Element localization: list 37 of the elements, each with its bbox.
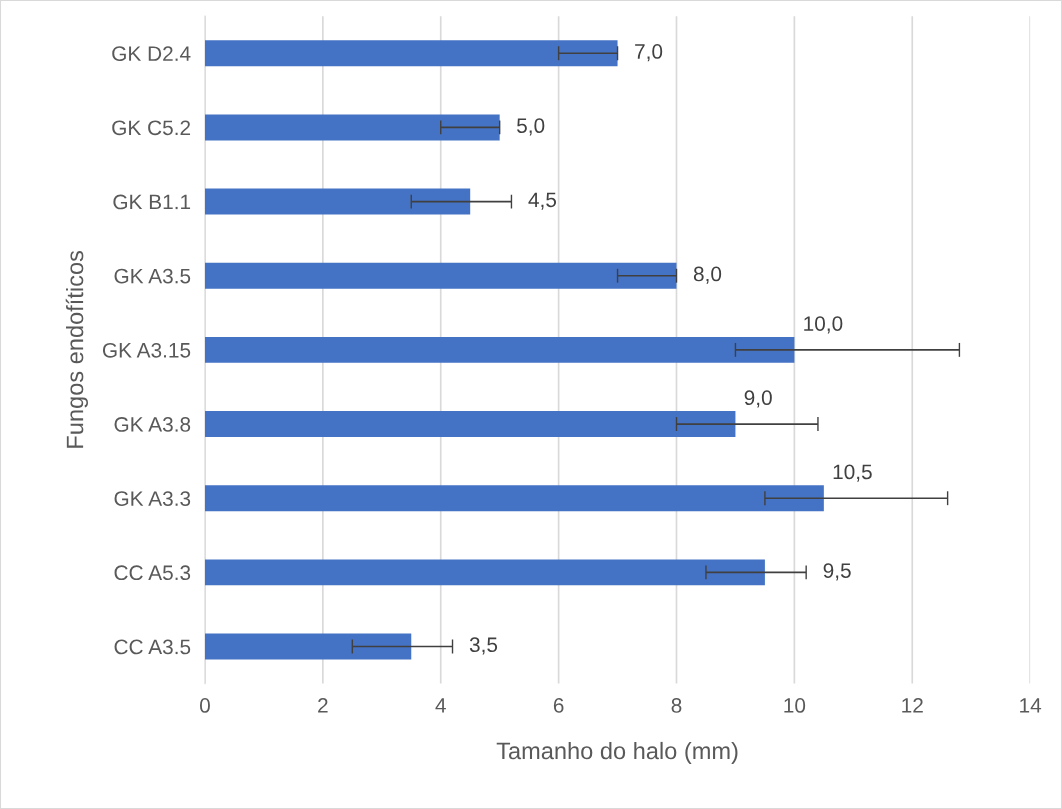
bar — [204, 262, 677, 289]
x-tick-label: 14 — [1020, 698, 1042, 713]
data-label: 9,0 — [744, 390, 772, 408]
bar — [204, 336, 795, 363]
data-label: 9,5 — [823, 563, 851, 581]
y-tick-label: GK A3.15 — [102, 342, 191, 358]
x-tick-label: 4 — [435, 698, 446, 713]
y-tick-label: CC A5.3 — [114, 565, 191, 581]
y-tick-label: GK B1.1 — [113, 194, 191, 210]
y-tick-label: CC A3.5 — [114, 639, 191, 655]
bar — [204, 411, 736, 438]
x-tick-label: 10 — [784, 698, 806, 713]
y-tick-label: GK A3.8 — [114, 417, 191, 432]
x-tick-label: 8 — [671, 698, 682, 713]
bar — [204, 188, 471, 215]
y-tick-label: GK A3.5 — [114, 268, 191, 284]
data-label: 5,0 — [517, 118, 545, 136]
y-tick-label: GK A3.3 — [114, 491, 191, 506]
x-tick-label: 6 — [553, 698, 564, 713]
bar — [204, 633, 412, 660]
bar — [204, 485, 824, 512]
y-tick-label: GK C5.2 — [112, 120, 191, 136]
bar — [204, 114, 500, 141]
x-tick-label: 2 — [318, 698, 328, 713]
y-tick-label: GK D2.4 — [112, 46, 191, 62]
data-label: 7,0 — [635, 44, 663, 62]
data-label: 8,0 — [693, 266, 722, 284]
x-tick-label: 0 — [199, 698, 210, 713]
x-tick-label: 12 — [902, 698, 923, 713]
bar — [204, 40, 618, 67]
data-label: 10,5 — [833, 464, 872, 482]
x-axis-title: Tamanho do halo (mm) — [496, 741, 738, 764]
data-label: 4,5 — [528, 192, 557, 210]
bar — [204, 559, 765, 586]
data-label: 3,5 — [469, 637, 498, 655]
y-axis-title: Fungos endofíticos — [65, 250, 89, 448]
data-label: 10,0 — [804, 316, 843, 334]
